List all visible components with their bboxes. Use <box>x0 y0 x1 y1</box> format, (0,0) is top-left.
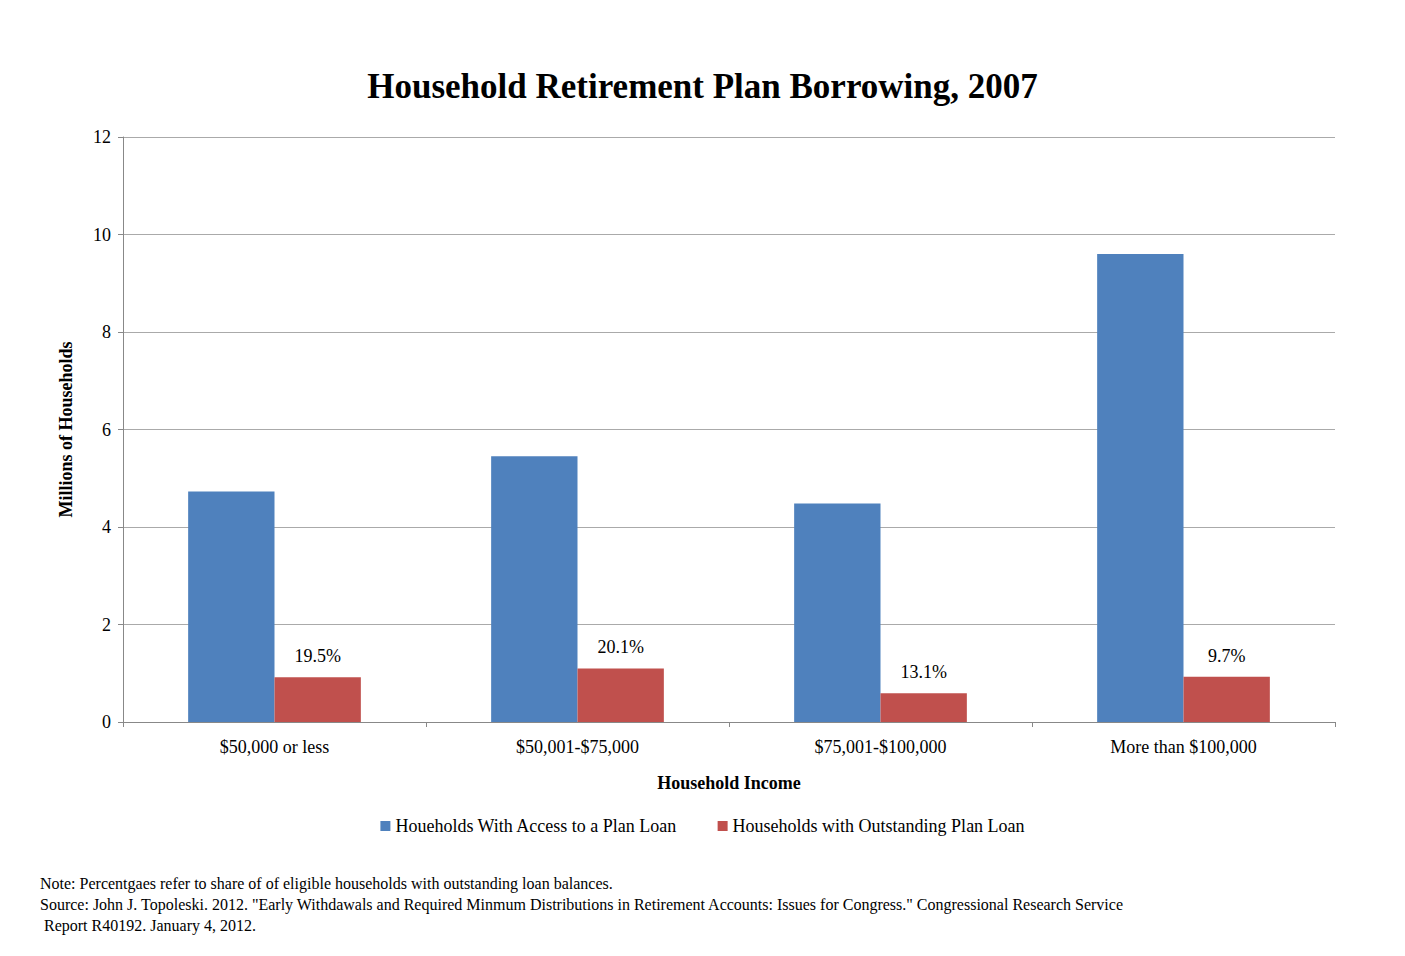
svg-text:Houeholds With Access to a Pla: Houeholds With Access to a Plan Loan <box>395 816 676 836</box>
svg-text:$50,001-$75,000: $50,001-$75,000 <box>516 737 639 757</box>
svg-text:$50,000 or less: $50,000 or less <box>220 737 330 757</box>
svg-text:20.1%: 20.1% <box>597 637 644 657</box>
svg-text:10: 10 <box>93 225 111 245</box>
svg-text:$75,001-$100,000: $75,001-$100,000 <box>815 737 947 757</box>
svg-text:Source: John J. Topoleski. 201: Source: John J. Topoleski. 2012. "Early … <box>40 896 1123 914</box>
svg-text:2: 2 <box>102 615 111 635</box>
svg-text:19.5%: 19.5% <box>294 646 341 666</box>
svg-text:More than $100,000: More than $100,000 <box>1110 737 1256 757</box>
svg-text:Report R40192. January 4, 2012: Report R40192. January 4, 2012. <box>40 917 256 935</box>
svg-text:6: 6 <box>102 420 111 440</box>
svg-text:8: 8 <box>102 322 111 342</box>
svg-text:Note: Percentgaes refer to sha: Note: Percentgaes refer to share of of e… <box>40 875 613 893</box>
svg-text:Households with Outstanding Pl: Households with Outstanding Plan Loan <box>733 816 1025 836</box>
svg-text:9.7%: 9.7% <box>1208 646 1246 666</box>
svg-text:Household Retirement Plan Borr: Household Retirement Plan Borrowing, 200… <box>367 67 1038 106</box>
svg-text:0: 0 <box>102 712 111 732</box>
svg-text:4: 4 <box>102 517 111 537</box>
svg-text:12: 12 <box>93 127 111 147</box>
svg-text:13.1%: 13.1% <box>900 662 947 682</box>
svg-text:Household Income: Household Income <box>657 773 801 793</box>
svg-text:Millions of Households: Millions of Households <box>56 341 76 517</box>
